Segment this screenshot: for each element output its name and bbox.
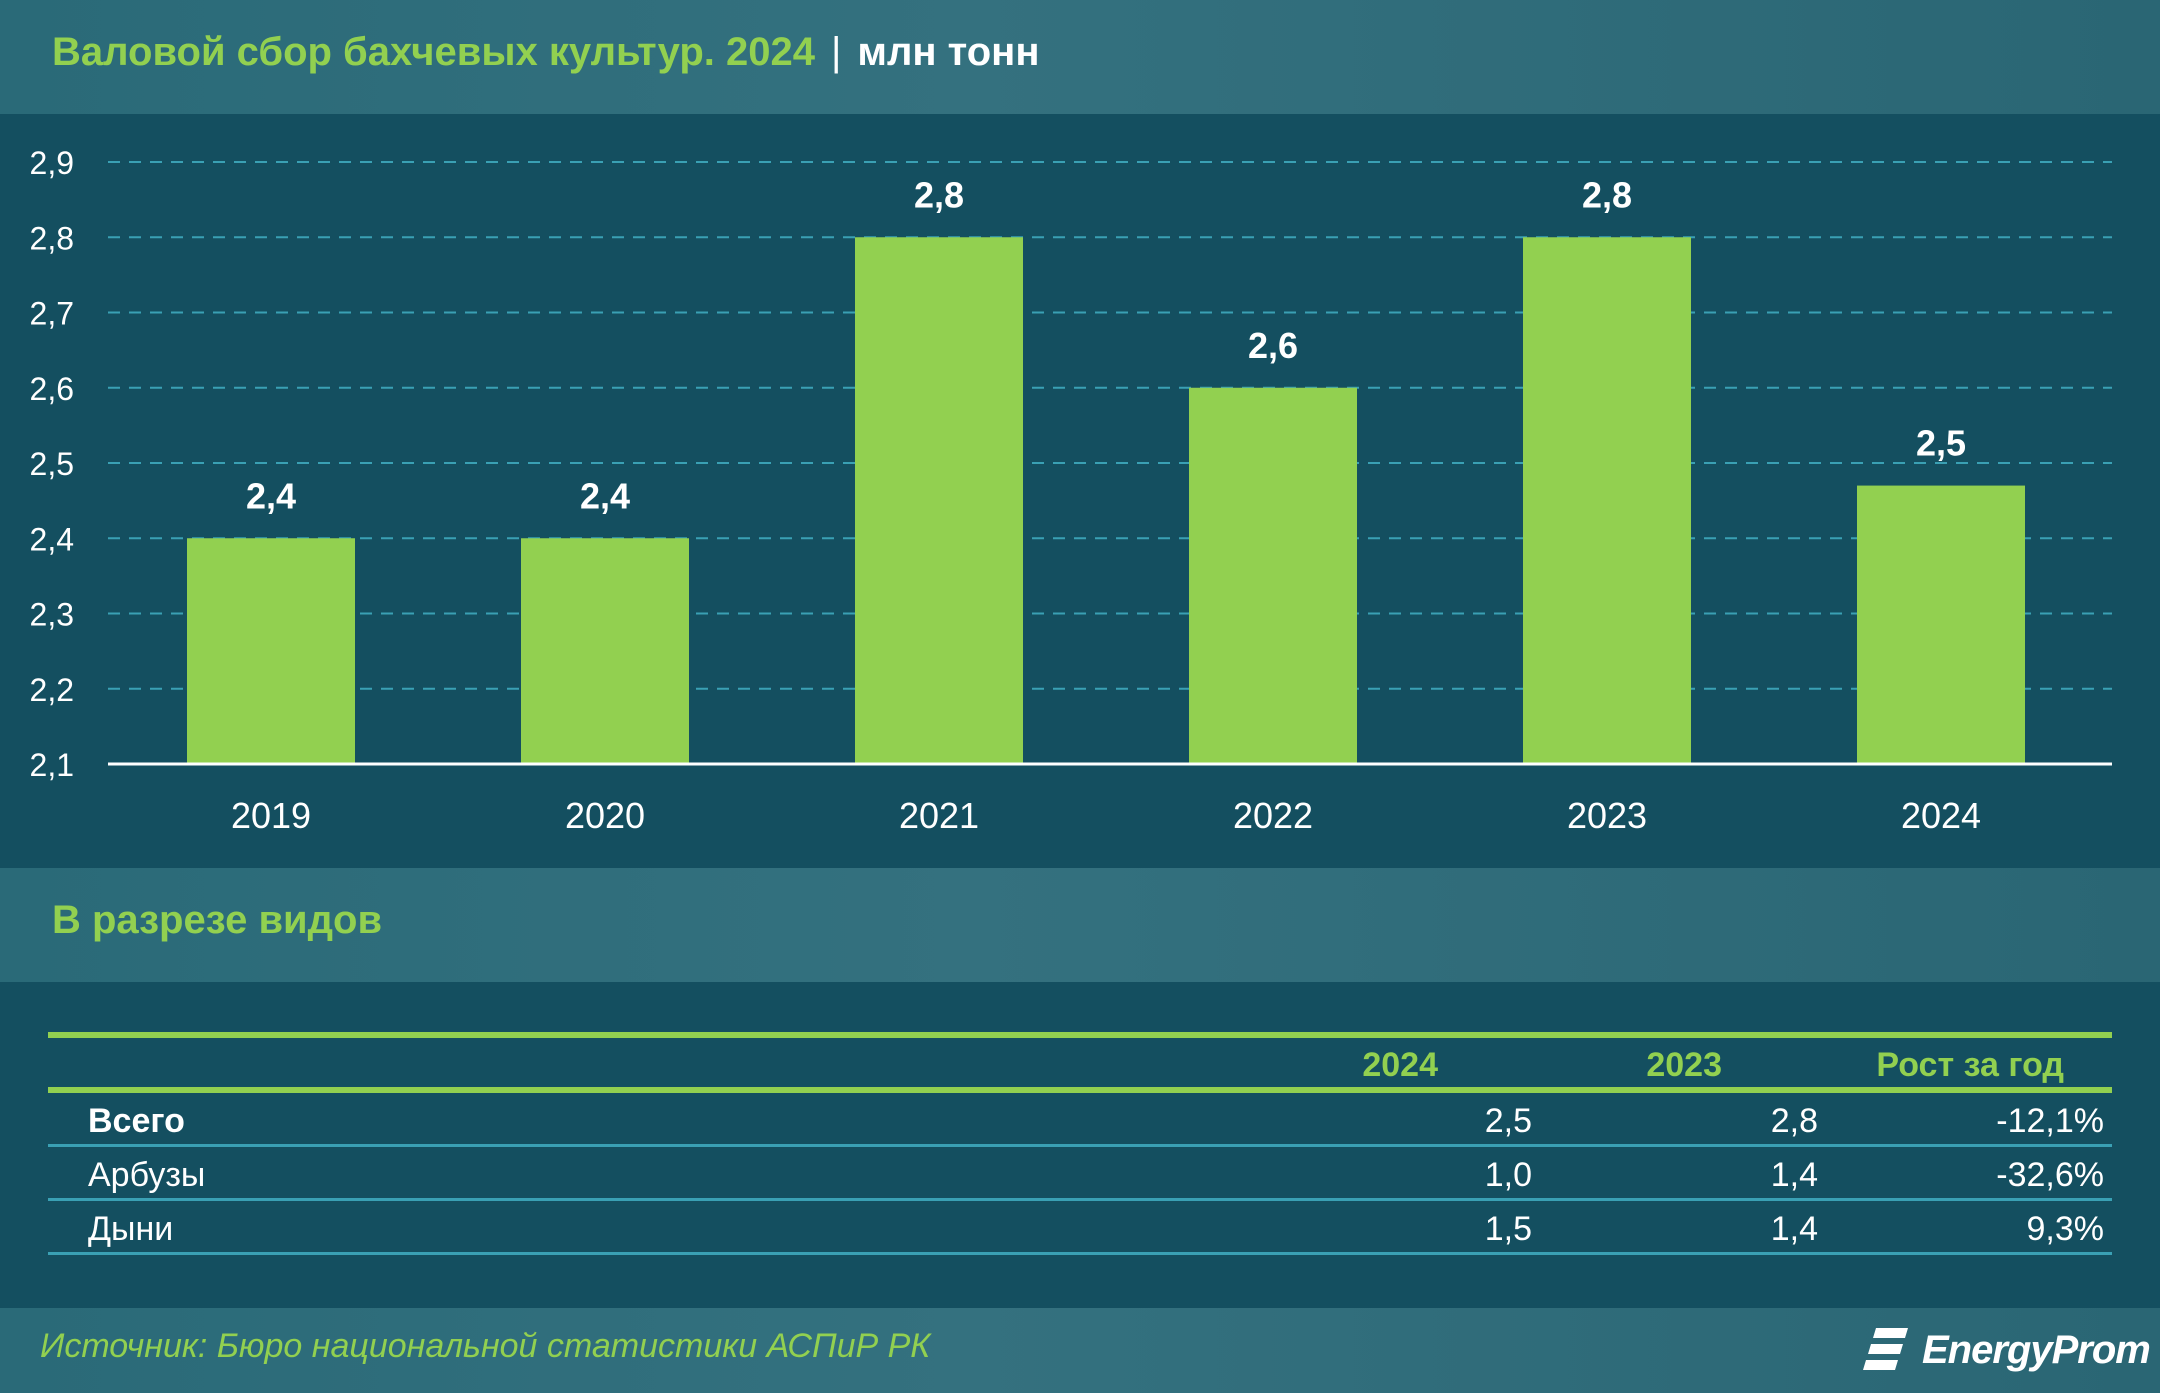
bar-2020 [521, 538, 689, 764]
data-label-2024: 2,5 [1916, 423, 1966, 464]
bar-2023 [1523, 237, 1691, 764]
row-total-growth: -12,1% [1996, 1102, 2104, 1140]
row-total-2024: 2,5 [1484, 1102, 1532, 1140]
row-melons-2024: 1,5 [1484, 1210, 1532, 1248]
bar-2019 [187, 538, 355, 764]
header-bottom-rule [48, 1087, 2112, 1093]
energyprom-logo-icon [1863, 1328, 1908, 1370]
y-tick-label: 2,9 [30, 145, 74, 181]
section-title: В разрезе видов [52, 898, 383, 942]
x-tick-label-2020: 2020 [565, 795, 645, 836]
data-label-2019: 2,4 [246, 475, 296, 516]
chart-unit: млн тонн [857, 30, 1040, 74]
row-watermelons-2023: 1,4 [1770, 1156, 1818, 1194]
bar-2021 [855, 237, 1023, 764]
source-note: Источник: Бюро национальной статистики А… [40, 1327, 931, 1365]
row-watermelons-2024: 1,0 [1484, 1156, 1532, 1194]
title-separator: | [831, 30, 842, 74]
chart-title-text: Валовой сбор бахчевых культур. 2024 [52, 30, 816, 74]
row-divider [48, 1198, 2112, 1201]
y-tick-label: 2,2 [30, 672, 74, 708]
x-tick-label-2023: 2023 [1567, 795, 1647, 836]
brand-name: EnergyProm [1922, 1327, 2151, 1372]
y-tick-label: 2,3 [30, 597, 74, 633]
table-top-rule [48, 1032, 2112, 1038]
row-divider [48, 1144, 2112, 1147]
column-header-growth: Рост за год [1876, 1046, 2064, 1084]
row-melons-2023: 1,4 [1770, 1210, 1818, 1248]
data-label-2022: 2,6 [1248, 325, 1298, 366]
row-name-total: Всего [88, 1102, 185, 1140]
title-band: Валовой сбор бахчевых культур. 2024 | млн … [0, 0, 2160, 114]
y-tick-label: 2,5 [30, 446, 74, 482]
bar-2022 [1189, 387, 1357, 764]
footer-band [0, 1308, 2160, 1393]
row-name-melons: Дыни [88, 1210, 174, 1248]
y-tick-label: 2,7 [30, 296, 74, 332]
bar-chart: 2,1 2,2 2,3 2,4 2,5 2,6 2,7 2,8 2,9 2,4 2019 2,4 202… [30, 145, 2112, 836]
x-tick-label-2024: 2024 [1901, 795, 1981, 836]
y-tick-label: 2,1 [30, 747, 74, 783]
data-label-2020: 2,4 [580, 475, 630, 516]
y-tick-label: 2,4 [30, 521, 74, 557]
energyprom-logo[interactable]: EnergyProm [1862, 1320, 2151, 1380]
data-label-2021: 2,8 [914, 174, 964, 215]
row-melons-growth: 9,3% [2026, 1210, 2105, 1248]
row-watermelons-growth: -32,6% [1996, 1156, 2104, 1194]
chart-title: Валовой сбор бахчевых культур. 2024 | млн … [52, 30, 1040, 75]
column-header-2023: 2023 [1646, 1046, 1722, 1084]
y-tick-label: 2,6 [30, 371, 74, 407]
section-band: В разрезе видов [0, 868, 2160, 982]
column-header-2024: 2024 [1362, 1046, 1438, 1084]
row-total-2023: 2,8 [1770, 1102, 1818, 1140]
bar-2024 [1857, 485, 2025, 764]
y-tick-label: 2,8 [30, 220, 74, 256]
x-tick-label-2022: 2022 [1233, 795, 1313, 836]
data-label-2023: 2,8 [1582, 174, 1632, 215]
row-divider [48, 1252, 2112, 1255]
row-name-watermelons: Арбузы [88, 1156, 206, 1194]
x-tick-label-2021: 2021 [899, 795, 979, 836]
x-tick-label-2019: 2019 [231, 795, 311, 836]
